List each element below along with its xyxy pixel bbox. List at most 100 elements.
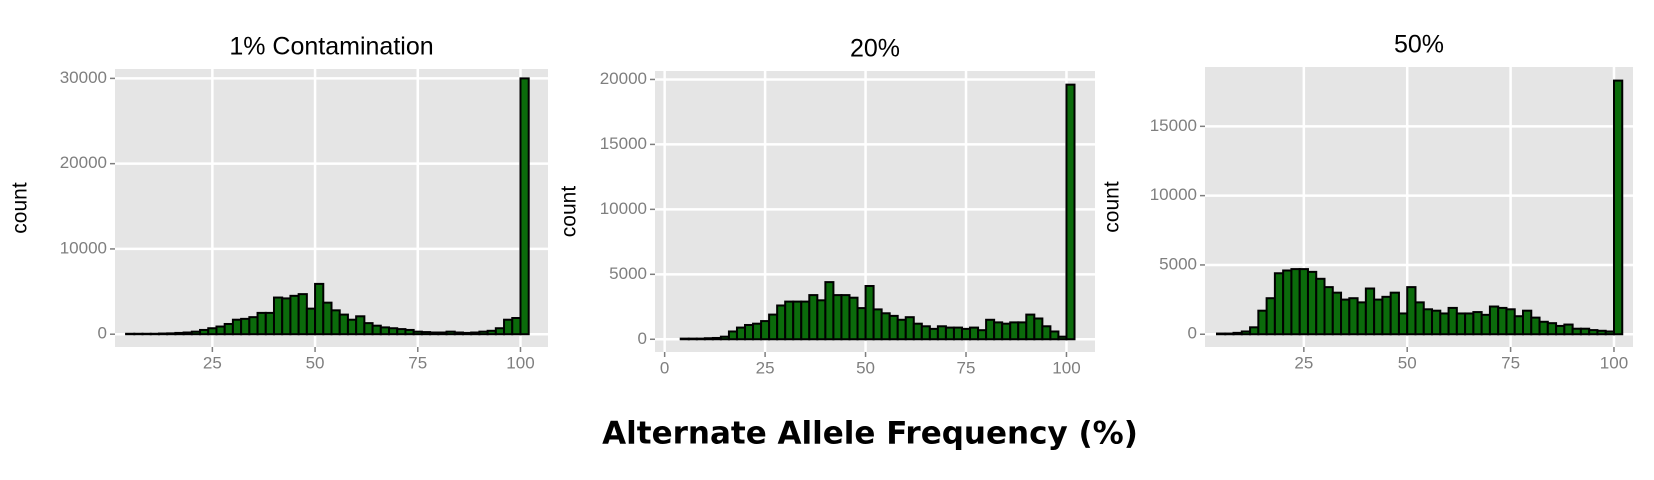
bar <box>503 318 514 336</box>
bar <box>832 294 843 341</box>
bar <box>223 322 234 336</box>
x-tick-label: 50 <box>306 353 325 372</box>
bar <box>1406 286 1417 336</box>
bar <box>1571 327 1582 336</box>
x-axis-label: Alternate Allele Frequency (%) <box>602 416 1138 452</box>
bar <box>1057 335 1068 341</box>
bar <box>904 316 915 341</box>
x-tick-label: 75 <box>957 358 976 377</box>
bar <box>1282 269 1293 336</box>
bar <box>511 317 522 336</box>
bar <box>727 330 738 341</box>
bar <box>703 337 714 341</box>
bar <box>1447 306 1458 336</box>
y-tick-label: 10000 <box>1150 185 1197 204</box>
bar <box>880 312 891 341</box>
bar <box>248 316 259 336</box>
bar <box>1480 313 1491 336</box>
y-tick-label: 30000 <box>60 68 107 87</box>
bar <box>1009 321 1020 341</box>
bar <box>256 311 267 336</box>
bar <box>1240 330 1252 336</box>
bar <box>1431 309 1442 336</box>
x-tick-label: 100 <box>506 353 534 372</box>
bar <box>1588 329 1599 336</box>
bar <box>679 337 690 341</box>
bar <box>1298 268 1309 336</box>
x-tick-label: 25 <box>1294 353 1313 372</box>
bar <box>1373 298 1384 336</box>
bar <box>1025 313 1036 341</box>
bar <box>912 322 923 341</box>
plot-background <box>115 69 548 347</box>
x-tick-label: 100 <box>1052 358 1080 377</box>
bar <box>1472 311 1483 336</box>
bar <box>461 331 473 336</box>
bar <box>1604 330 1615 336</box>
bar <box>800 300 811 341</box>
y-tick-label: 15000 <box>600 134 647 153</box>
bar <box>338 313 349 336</box>
bar <box>808 294 819 341</box>
bar <box>231 318 243 336</box>
x-tick-label: 25 <box>203 353 222 372</box>
bar <box>719 335 730 341</box>
bar <box>969 326 980 341</box>
bar <box>896 318 907 341</box>
bar <box>1612 79 1624 336</box>
bar <box>174 331 185 336</box>
bar <box>445 330 456 336</box>
y-tick-label: 15000 <box>1150 116 1197 135</box>
x-tick-label: 75 <box>408 353 427 372</box>
bar <box>1065 83 1076 341</box>
bar <box>289 294 300 336</box>
bar <box>363 322 374 336</box>
bar <box>1579 327 1591 336</box>
bar <box>404 328 415 336</box>
y-tick-label: 0 <box>638 329 647 348</box>
bar <box>330 309 341 336</box>
bar <box>297 293 308 336</box>
bar <box>412 330 423 336</box>
bar <box>1397 312 1409 336</box>
bar <box>388 327 399 336</box>
chart-title: 1% Contamination <box>229 33 433 61</box>
y-axis-label: count <box>9 182 32 234</box>
bar <box>993 321 1004 341</box>
y-tick-label: 20000 <box>60 153 107 172</box>
bar <box>371 324 382 336</box>
bar <box>182 331 193 336</box>
bar <box>453 331 464 336</box>
bar <box>1464 312 1475 336</box>
y-tick-label: 20000 <box>600 69 647 88</box>
bar <box>322 301 333 336</box>
bar <box>1364 287 1376 336</box>
chart-title: 20% <box>850 35 900 63</box>
bar <box>928 327 939 341</box>
bar <box>1315 277 1326 336</box>
bar <box>1017 321 1028 341</box>
bar <box>157 332 169 336</box>
bar <box>1249 326 1260 336</box>
bar <box>215 325 226 336</box>
bar <box>1323 286 1334 336</box>
bar <box>1340 298 1351 336</box>
bar <box>272 296 284 336</box>
bar <box>1224 332 1235 336</box>
bar <box>305 307 317 336</box>
bar <box>1546 322 1558 336</box>
bar <box>1348 297 1359 336</box>
x-tick-label: 75 <box>1501 353 1520 372</box>
bar <box>1596 329 1607 336</box>
bar <box>768 313 779 341</box>
bar <box>199 328 210 336</box>
bar <box>687 337 698 341</box>
bar <box>470 331 481 336</box>
y-tick-label: 5000 <box>609 264 647 283</box>
bar <box>1513 315 1525 336</box>
bar <box>752 322 763 341</box>
bar <box>1265 297 1276 336</box>
bar <box>952 326 963 341</box>
